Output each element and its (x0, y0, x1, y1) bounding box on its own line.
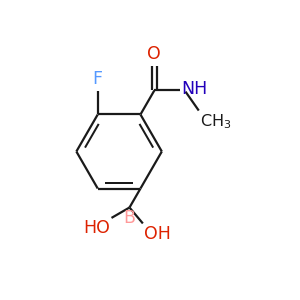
Text: HO: HO (83, 219, 110, 237)
Text: F: F (93, 70, 103, 88)
Text: OH: OH (144, 225, 171, 243)
Text: B: B (124, 209, 136, 227)
Text: CH$_3$: CH$_3$ (200, 112, 231, 131)
Text: O: O (148, 45, 161, 63)
Text: NH: NH (181, 80, 207, 98)
